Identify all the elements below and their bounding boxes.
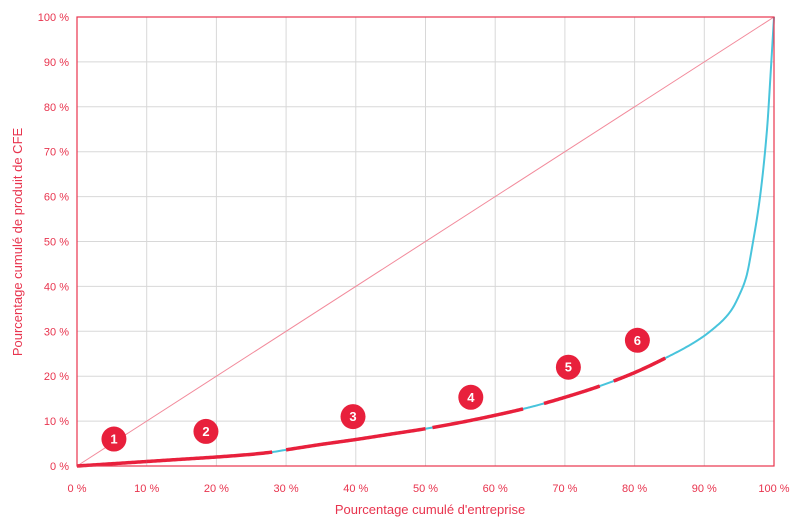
- y-tick-label: 50 %: [44, 237, 69, 249]
- plot-frame: [76, 16, 775, 467]
- grid-layer: [77, 17, 774, 466]
- x-tick-label: 80 %: [622, 483, 647, 495]
- x-tick-labels: 0 % 10 % 20 % 30 % 40 % 50 % 60 % 70 % 80 % 90 % 1…: [68, 483, 790, 495]
- equality-line: [76, 16, 775, 467]
- segment-marker: 3: [340, 404, 366, 430]
- x-tick-label: 60 %: [483, 483, 508, 495]
- x-tick-label: 90 %: [692, 483, 717, 495]
- segment-marker-badge: [340, 404, 366, 430]
- segment-marker-badge: [555, 354, 581, 380]
- x-tick-label: 0 %: [68, 483, 87, 495]
- segment-marker: 1: [101, 426, 127, 452]
- segment-marker: 2: [193, 418, 219, 444]
- y-tick-label: 70 %: [44, 147, 69, 159]
- y-tick-label: 20 %: [44, 371, 69, 383]
- highlighted-segment: [285, 427, 426, 452]
- y-tick-label: 30 %: [44, 326, 69, 338]
- y-tick-label: 100 %: [38, 12, 69, 24]
- segment-marker: 6: [624, 327, 650, 353]
- segment-marker-label: 6: [634, 333, 641, 348]
- y-axis-title: Pourcentage cumulé de produit de CFE: [10, 127, 25, 356]
- x-tick-label: 70 %: [552, 483, 577, 495]
- segment-marker-label: 2: [202, 424, 209, 439]
- y-tick-label: 0 %: [50, 461, 69, 473]
- y-tick-label: 40 %: [44, 281, 69, 293]
- segment-marker-badge: [101, 426, 127, 452]
- equality-layer: [76, 16, 775, 467]
- segment-marker-label: 5: [565, 360, 572, 375]
- highlighted-segment: [613, 356, 667, 383]
- segment-marker-label: 4: [467, 390, 475, 405]
- segment-marker-badge: [458, 384, 484, 410]
- x-tick-label: 10 %: [134, 483, 159, 495]
- segment-marker-badge: [624, 327, 650, 353]
- axes-layer: [76, 16, 775, 467]
- highlighted-segment: [146, 450, 273, 464]
- segment-marker-label: 1: [110, 432, 117, 447]
- y-tick-labels: 0 % 10 % 20 % 30 % 40 % 50 % 60 % 70 % 80 % 90 % 1…: [38, 12, 69, 473]
- segment-marker: 4: [458, 384, 484, 410]
- curve-layer: [76, 16, 775, 468]
- y-tick-label: 10 %: [44, 416, 69, 428]
- x-axis-title: Pourcentage cumulé d'entreprise: [335, 502, 525, 517]
- y-tick-label: 80 %: [44, 102, 69, 114]
- x-tick-label: 40 %: [343, 483, 368, 495]
- y-tick-label: 90 %: [44, 57, 69, 69]
- segment-marker-label: 3: [349, 409, 356, 424]
- x-tick-label: 50 %: [413, 483, 438, 495]
- highlighted-segment: [432, 407, 524, 430]
- x-tick-label: 100 %: [758, 483, 789, 495]
- marker-layer: 1 2 3 4 5 6: [101, 327, 650, 452]
- x-tick-label: 30 %: [274, 483, 299, 495]
- segment-marker-badge: [193, 418, 219, 444]
- y-tick-label: 60 %: [44, 192, 69, 204]
- segment-marker: 5: [555, 354, 581, 380]
- highlighted-segment: [543, 384, 601, 406]
- x-tick-label: 20 %: [204, 483, 229, 495]
- highlighted-segment: [76, 459, 147, 468]
